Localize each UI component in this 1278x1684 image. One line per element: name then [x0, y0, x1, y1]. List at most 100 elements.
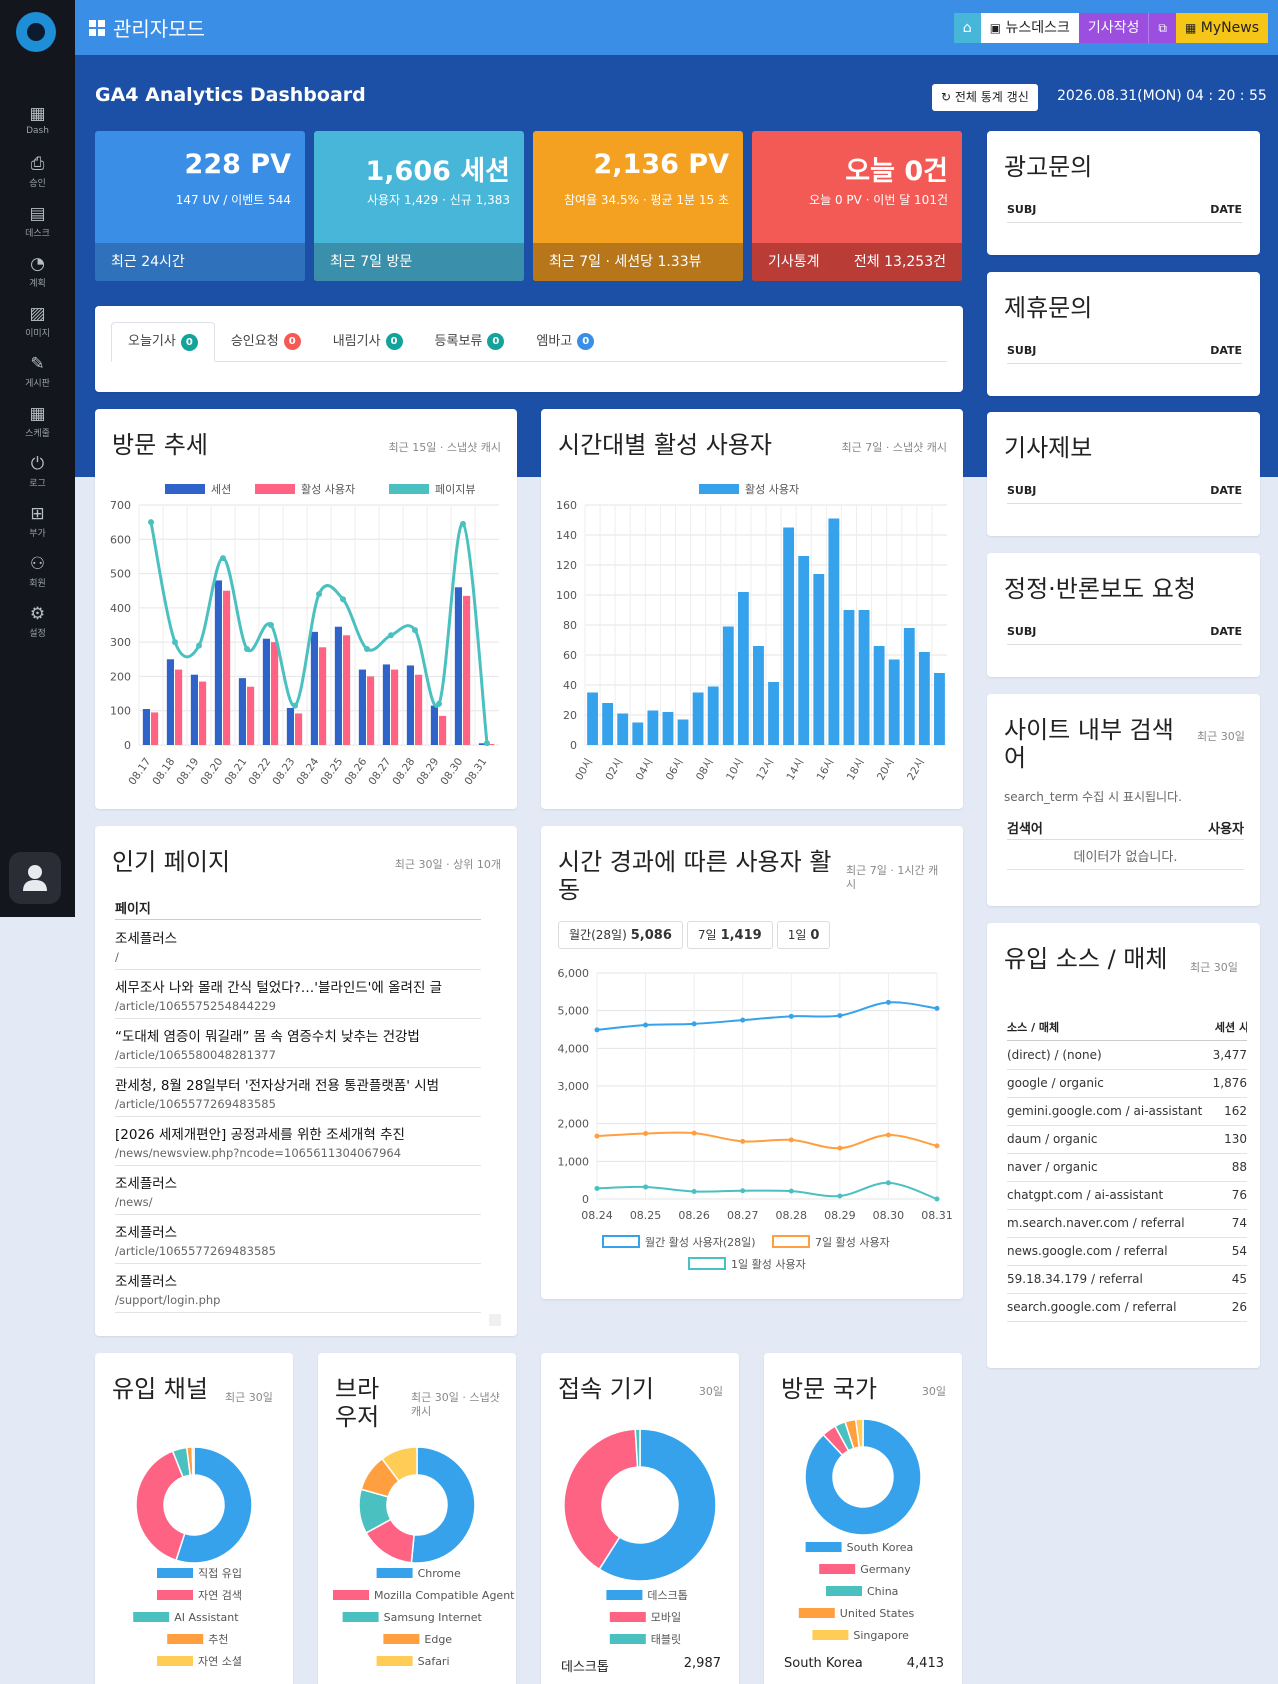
tab-0[interactable]: 오늘기사 0 [111, 322, 215, 362]
bar [587, 692, 598, 745]
devices-summary-value: 2,987 [683, 1656, 721, 1671]
list-item[interactable]: 조세플러스/news/ [115, 1166, 481, 1215]
list-item[interactable]: [2026 세제개편안] 공정과세를 위한 조세개혁 추진/news/newsv… [115, 1117, 481, 1166]
countries-card: 방문 국가 30일 South Korea Germany China United … [764, 1353, 962, 1684]
sidebar-item-7[interactable]: ⏻ 로그 [0, 454, 75, 489]
date-col: DATE [1210, 344, 1242, 357]
legend-label: United States [840, 1607, 915, 1620]
list-item[interactable]: 조세플러스/article/1065577269483585 [115, 1215, 481, 1264]
table-row[interactable]: (direct) / (none) 3,477 [1007, 1041, 1247, 1070]
y-tick-label: 160 [556, 499, 577, 512]
site-logo[interactable] [16, 12, 56, 52]
data-point [740, 1017, 746, 1023]
table-row[interactable]: google / organic 1,876 [1007, 1069, 1247, 1098]
mynews-button[interactable]: ▦ MyNews [1176, 13, 1268, 43]
table-row[interactable]: gemini.google.com / ai-assistant 162 [1007, 1097, 1247, 1126]
legend-swatch [383, 1634, 420, 1644]
count-badge: 0 [180, 333, 198, 351]
bar [737, 592, 749, 745]
x-tick-label: 08.30 [438, 756, 465, 788]
x-tick-label: 08.31 [921, 1209, 953, 1222]
table-row[interactable]: daum / organic 130 [1007, 1125, 1247, 1154]
stat-card-1: 1,606 세션 사용자 1,429 · 신규 1,383 최근 7일 방문 [314, 131, 524, 281]
y-tick-label: 3,000 [558, 1080, 590, 1093]
newsdesk-button[interactable]: ▣ 뉴스데스크 [980, 13, 1079, 43]
sidebar-item-0[interactable]: ▦ Dash [0, 104, 75, 136]
stat-footer: 최근 24시간 [95, 243, 305, 281]
list-item[interactable]: 조세플러스 / [115, 921, 481, 970]
x-tick-label: 08.26 [678, 1209, 710, 1222]
traffic-sources-note: 최근 30일 [1190, 961, 1238, 974]
legend-label: Mozilla Compatible Agent [374, 1589, 515, 1602]
tab-1[interactable]: 승인요청 0 [215, 322, 317, 361]
grid-icon: ▦ [1185, 21, 1197, 35]
legend-swatch [167, 1634, 204, 1644]
page-path: /article/1065575254844229 [115, 999, 276, 1013]
tab-3[interactable]: 등록보류 0 [419, 322, 521, 361]
count-badge: 0 [385, 333, 403, 350]
list-item[interactable]: “도대체 염증이 뭐길래” 몸 속 염증수치 낮추는 건강법/article/1… [115, 1019, 481, 1068]
sessions-cell: 3,477 [1211, 1041, 1247, 1070]
sidebar-item-1[interactable]: ⎙ 승인 [0, 154, 75, 189]
page-title-text: 조세플러스 [115, 1274, 178, 1290]
home-icon: ⌂ [962, 20, 972, 36]
tab-4[interactable]: 엠바고 0 [520, 322, 610, 361]
bar [334, 626, 342, 745]
correction-title: 정정·반론보도 요청 [1004, 575, 1196, 603]
legend-swatch [606, 1590, 643, 1600]
subj-col: SUBJ [1007, 484, 1037, 497]
pie-slice [135, 1450, 186, 1562]
table-row[interactable]: news.google.com / referral 54 [1007, 1237, 1247, 1266]
page-title-text: 조세플러스 [115, 1176, 178, 1192]
external-link-button[interactable]: ⧉ [1148, 13, 1176, 43]
scroll-handle[interactable] [489, 1314, 501, 1326]
y-tick-label: 20 [563, 709, 577, 722]
tab-2[interactable]: 내림기사 0 [317, 322, 419, 361]
stat-card-3: 오늘 0건 오늘 0 PV · 이번 달 101건 기사통계 전체 13,253건 [752, 131, 962, 281]
list-item[interactable]: 관세청, 8월 28일부터 '전자상거래 전용 통관플랫폼' 시범/articl… [115, 1068, 481, 1117]
activity-pill-1[interactable]: 7일 1,419 [686, 921, 773, 949]
legend-label: 월간 활성 사용자(28일) [645, 1235, 756, 1249]
list-item[interactable]: 세무조사 나와 몰래 간식 털었다?…'블라인드'에 올려진 글/article… [115, 970, 481, 1019]
sidebar-item-2[interactable]: ▤ 데스크 [0, 204, 75, 239]
home-button[interactable]: ⌂ [953, 13, 981, 43]
list-item[interactable]: 조세플러스/support/login.php [115, 1264, 481, 1313]
user-activity-note: 최근 7일 · 1시간 캐시 [846, 864, 939, 891]
log-icon: ⏻ [30, 454, 45, 474]
countries-title: 방문 국가 [781, 1375, 877, 1403]
refresh-all-button[interactable]: ↻ 전체 통계 갱신 [932, 84, 1038, 111]
legend-swatch [826, 1586, 862, 1596]
page-path: /news/ [115, 1195, 153, 1209]
x-tick-label: 10시 [724, 757, 746, 783]
sidebar-item-8[interactable]: ⊞ 부가 [0, 504, 75, 539]
sidebar-item-3[interactable]: ◔ 계획 [0, 254, 75, 289]
sessions-cell: 45 [1211, 1265, 1247, 1294]
activity-pill-0[interactable]: 월간(28일) 5,086 [558, 921, 683, 949]
users-col: 사용자 [1208, 822, 1244, 837]
legend-swatch [333, 1590, 369, 1600]
table-row[interactable]: naver / organic 88 [1007, 1153, 1247, 1182]
table-row[interactable]: m.search.naver.com / referral 74 [1007, 1209, 1247, 1238]
pie-slice [175, 1446, 253, 1564]
sidebar-item-5[interactable]: ✎ 게시판 [0, 354, 75, 389]
table-row[interactable]: chatgpt.com / ai-assistant 76 [1007, 1181, 1247, 1210]
sidebar-item-9[interactable]: ⚇ 회원 [0, 554, 75, 589]
source-cell: search.google.com / referral [1007, 1293, 1212, 1322]
sidebar-item-4[interactable]: ▨ 이미지 [0, 304, 75, 339]
sidebar-item-10[interactable]: ⚙ 설정 [0, 604, 75, 639]
table-row[interactable]: 59.18.34.179 / referral 45 [1007, 1265, 1247, 1294]
site-search-header: 검색어 사용자 [1007, 818, 1244, 840]
stat-value: 228 PV [184, 149, 291, 180]
source-cell: chatgpt.com / ai-assistant [1007, 1181, 1212, 1210]
y-tick-label: 700 [110, 499, 131, 512]
legend-swatch [602, 1235, 640, 1248]
write-article-button[interactable]: 기사작성 [1078, 13, 1149, 43]
activity-pill-2[interactable]: 1일 0 [776, 921, 831, 949]
sessions-col: 세션 [1214, 1021, 1236, 1034]
bar [647, 710, 659, 745]
table-row[interactable]: search.google.com / referral 26 [1007, 1293, 1247, 1322]
browsers-title: 브라우저 [335, 1375, 380, 1431]
avatar[interactable] [9, 852, 61, 904]
external-link-icon: ⧉ [1158, 21, 1167, 35]
sidebar-item-6[interactable]: ▦ 스케줄 [0, 404, 75, 439]
